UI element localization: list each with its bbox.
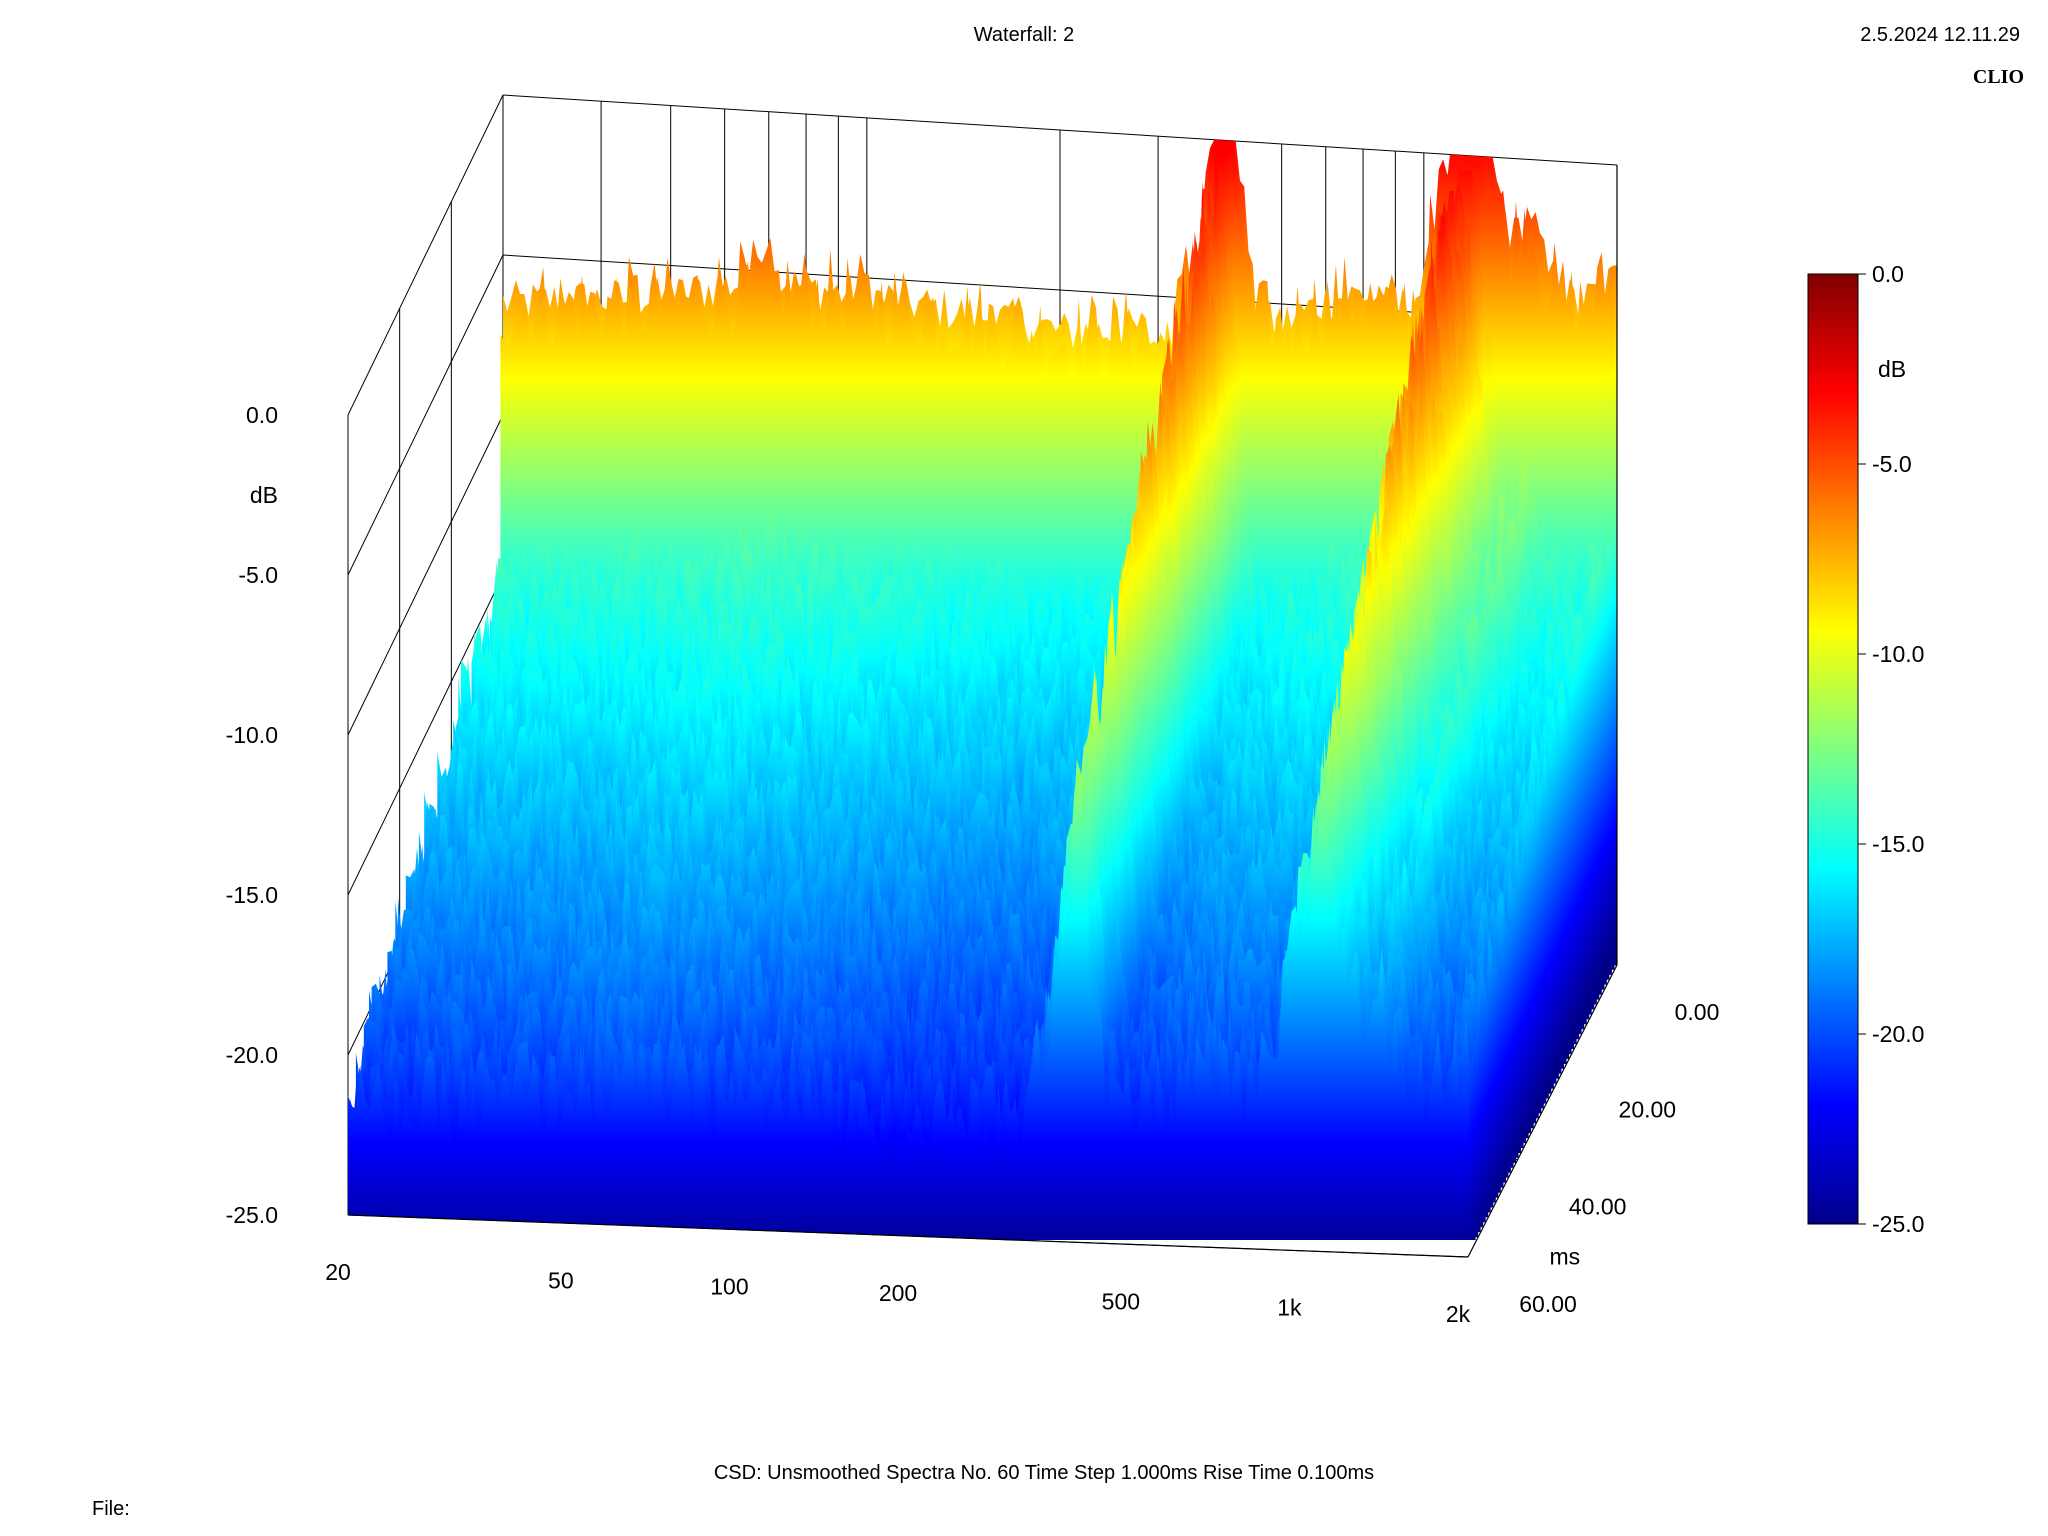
colorbar-tick-label: -15.0 [1872,831,1924,857]
time-tick-label: 60.00 [1519,1291,1577,1317]
colorbar: 0.0 -5.0 -10.0 -15.0 -20.0 -25.0 dB [1807,261,1924,1237]
grid-db-line-left [347,254,504,576]
freq-tick-label: 500 [1102,1288,1140,1314]
grid-db-line-left [347,574,504,896]
time-tick-label: 0.00 [1675,999,1720,1025]
freq-tick-label: 2k [1446,1301,1471,1327]
right-bottom-edge [1467,964,1618,1258]
colorbar-tick-label: -25.0 [1872,1211,1924,1237]
db-tick-label: -25.0 [226,1202,278,1228]
colorbar-tick-label: -20.0 [1872,1021,1924,1047]
axis-labels: 0.0 -5.0 -10.0 -15.0 -20.0 -25.0 dB 20 50 100 200 5… [226,402,1720,1327]
freq-tick-label: 100 [710,1274,748,1300]
freq-tick-label: 200 [879,1280,917,1306]
file-label: File: [92,1498,130,1520]
freq-tick-label: 1k [1277,1295,1302,1321]
freq-tick-label: 20 [325,1259,351,1285]
colorbar-tick-label: -10.0 [1872,641,1924,667]
db-tick-label: 0.0 [246,402,278,428]
grid-db-line-left [347,414,504,736]
waterfall-surface [348,139,1617,1240]
time-axis-label: ms [1549,1243,1580,1269]
colorbar-tick-label: -5.0 [1872,451,1912,477]
axis-frame [347,165,1618,1258]
freq-tick-label: 50 [548,1267,574,1293]
db-tick-label: -20.0 [226,1042,278,1068]
time-tick-label: 40.00 [1569,1194,1627,1220]
brand-logo-text: CLIO [1972,66,2024,88]
grid-db-line-back [502,94,1618,166]
csd-settings-info: CSD: Unsmoothed Spectra No. 60 Time Step… [713,1462,1375,1484]
colorbar-tick-label: 0.0 [1872,261,1904,287]
timestamp: 2.5.2024 12.11.29 [1860,24,2020,46]
colorbar-unit-label: dB [1878,356,1906,382]
db-tick-label: -15.0 [226,882,278,908]
time-tick-label: 20.00 [1619,1096,1677,1122]
db-tick-label: -10.0 [226,722,278,748]
db-axis-label: dB [250,482,278,508]
chart-title: Waterfall: 2 [973,24,1075,46]
spectrum-slice [348,812,1468,1240]
grid-db-line-left [347,94,504,416]
front-bottom-edge [347,1214,1469,1258]
db-tick-label: -5.0 [238,562,278,588]
colorbar-scale [1807,273,1859,1225]
